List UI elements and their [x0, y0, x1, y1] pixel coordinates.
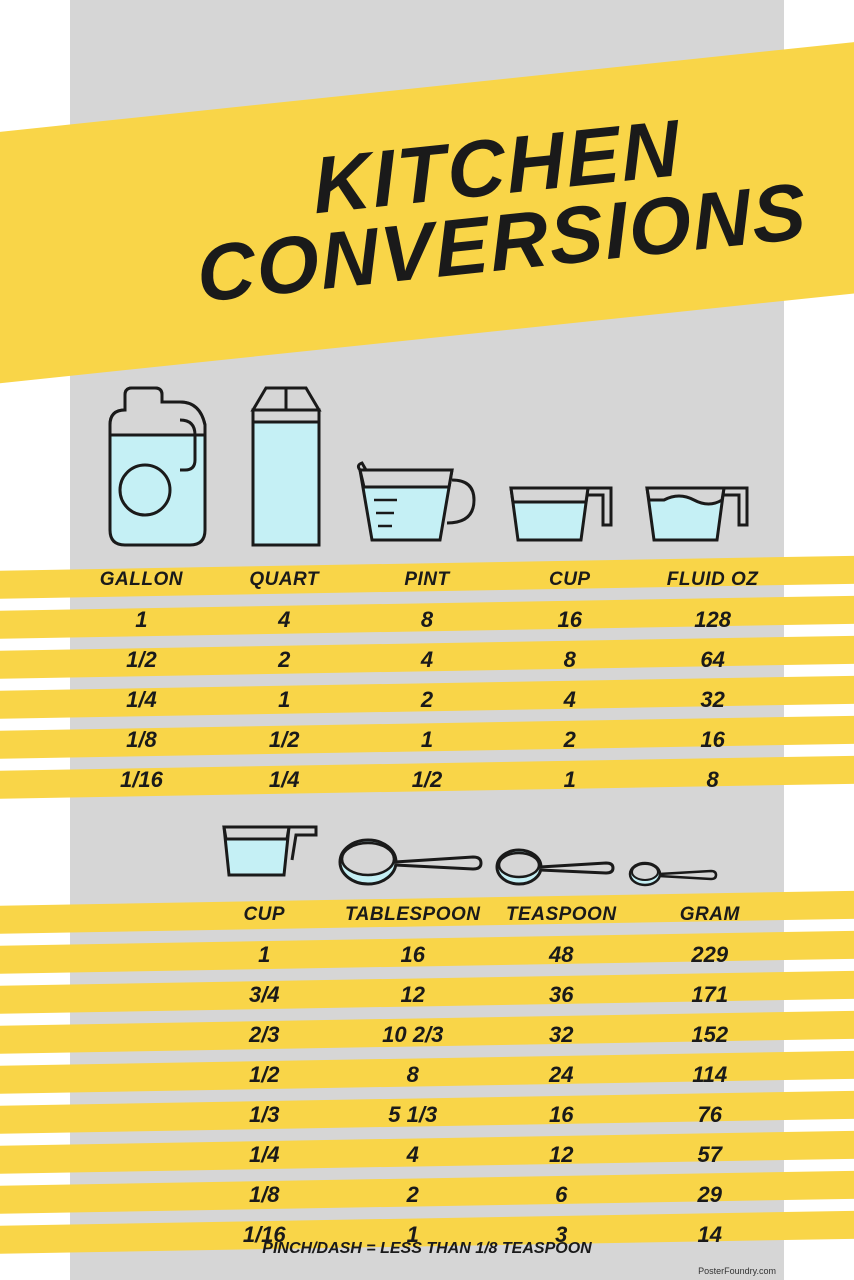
fluid-oz-cup-icon — [639, 480, 754, 550]
table-row: 1/224864 — [70, 640, 784, 680]
cell-value: 152 — [636, 1022, 785, 1048]
cell-value: 1/4 — [213, 767, 356, 793]
cell-value: 29 — [636, 1182, 785, 1208]
table-row: 3/41236171 — [70, 975, 784, 1015]
cell-value: 76 — [636, 1102, 785, 1128]
credit-text: PosterFoundry.com — [698, 1266, 776, 1276]
cell-value: 24 — [487, 1062, 636, 1088]
cell-value: 1/3 — [190, 1102, 339, 1128]
poster-panel: KITCHEN CONVERSIONS — [70, 0, 784, 1280]
cell-value: 48 — [487, 942, 636, 968]
cell-value: 16 — [641, 727, 784, 753]
cell-value: 1 — [213, 687, 356, 713]
column-header: CUP — [498, 569, 641, 591]
table-row: 1/161/41/218 — [70, 760, 784, 800]
cell-value: 6 — [487, 1182, 636, 1208]
icons-row-volumes — [70, 380, 784, 550]
cell-value: 16 — [498, 607, 641, 633]
cell-value: 16 — [339, 942, 488, 968]
table-row: 1/2824114 — [70, 1055, 784, 1095]
cell-value: 64 — [641, 647, 784, 673]
cell-value: 57 — [636, 1142, 785, 1168]
cell-value: 32 — [487, 1022, 636, 1048]
gallon-jug-icon — [100, 380, 220, 550]
table-row: 1/81/21216 — [70, 720, 784, 760]
column-header: FLUID OZ — [641, 569, 784, 591]
cell-value: 1/2 — [356, 767, 499, 793]
poster-title: KITCHEN CONVERSIONS — [190, 97, 810, 313]
cell-value: 1/2 — [70, 647, 213, 673]
cell-value: 12 — [339, 982, 488, 1008]
table-row: 1/412432 — [70, 680, 784, 720]
cell-value: 1 — [498, 767, 641, 793]
cell-value: 2 — [339, 1182, 488, 1208]
pint-cup-icon — [352, 455, 482, 550]
cell-value: 8 — [641, 767, 784, 793]
cell-value: 1 — [356, 727, 499, 753]
title-banner: KITCHEN CONVERSIONS — [0, 23, 854, 387]
table-row: 1/35 1/31676 — [70, 1095, 784, 1135]
cell-value: 128 — [641, 607, 784, 633]
cell-value: 1/16 — [70, 767, 213, 793]
cell-value: 36 — [487, 982, 636, 1008]
column-header: TABLESPOON — [339, 904, 488, 926]
cell-value: 1/2 — [213, 727, 356, 753]
cell-value: 2 — [498, 727, 641, 753]
column-header: QUART — [213, 569, 356, 591]
cell-value: 229 — [636, 942, 785, 968]
footnote-text: PINCH/DASH = LESS THAN 1/8 TEASPOON — [70, 1240, 784, 1258]
cell-value: 1/8 — [70, 727, 213, 753]
cell-value: 1/8 — [190, 1182, 339, 1208]
cell-value: 1/4 — [190, 1142, 339, 1168]
cell-value: 10 2/3 — [339, 1022, 488, 1048]
cell-value: 8 — [339, 1062, 488, 1088]
cell-value: 4 — [339, 1142, 488, 1168]
cell-value: 1 — [70, 607, 213, 633]
table-row: 1/82629 — [70, 1175, 784, 1215]
cell-value: 2 — [213, 647, 356, 673]
cell-value: 8 — [356, 607, 499, 633]
quart-carton-icon — [241, 380, 331, 550]
cell-value: 4 — [356, 647, 499, 673]
cell-value: 32 — [641, 687, 784, 713]
table-row: 14816128 — [70, 600, 784, 640]
cell-value: 5 1/3 — [339, 1102, 488, 1128]
cell-value: 12 — [487, 1142, 636, 1168]
cup-scoop-icon — [214, 815, 324, 890]
cell-value: 4 — [498, 687, 641, 713]
cell-value: 8 — [498, 647, 641, 673]
column-header: GALLON — [70, 569, 213, 591]
tablespoon-icon — [333, 835, 483, 890]
cell-value: 1/2 — [190, 1062, 339, 1088]
gram-spoon-icon — [625, 858, 720, 890]
table-row: 11648229 — [70, 935, 784, 975]
cell-value: 4 — [213, 607, 356, 633]
cell-value: 2 — [356, 687, 499, 713]
table-header-row: CUPTABLESPOONTEASPOONGRAM — [70, 895, 784, 935]
column-header: GRAM — [636, 904, 785, 926]
icons-row-spoons — [70, 810, 784, 890]
cell-value: 3/4 — [190, 982, 339, 1008]
teaspoon-icon — [491, 845, 616, 890]
cell-value: 1/4 — [70, 687, 213, 713]
cell-value: 16 — [487, 1102, 636, 1128]
cell-value: 171 — [636, 982, 785, 1008]
column-header: PINT — [356, 569, 499, 591]
cell-value: 1 — [190, 942, 339, 968]
column-header: CUP — [190, 904, 339, 926]
table-header-row: GALLONQUARTPINTCUPFLUID OZ — [70, 560, 784, 600]
column-header: TEASPOON — [487, 904, 636, 926]
table-row: 2/310 2/332152 — [70, 1015, 784, 1055]
cell-value: 2/3 — [190, 1022, 339, 1048]
table-row: 1/441257 — [70, 1135, 784, 1175]
cup-icon — [503, 480, 618, 550]
cell-value: 114 — [636, 1062, 785, 1088]
